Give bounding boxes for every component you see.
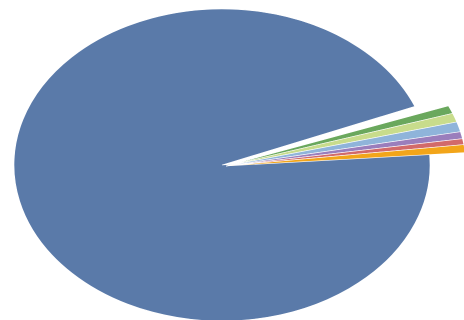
pie-slice-1 xyxy=(13,8,431,320)
pie-slices xyxy=(13,8,464,320)
